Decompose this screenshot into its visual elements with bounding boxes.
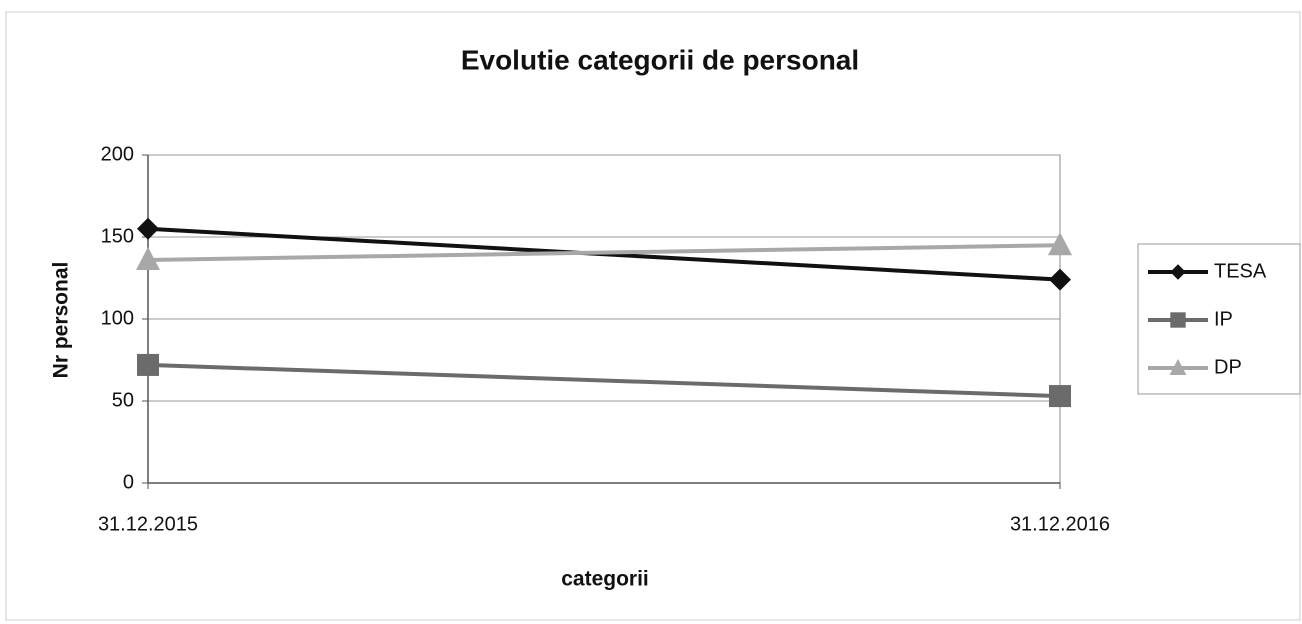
legend-label: TESA bbox=[1214, 260, 1267, 282]
legend-marker bbox=[1170, 312, 1186, 328]
y-tick-label: 150 bbox=[101, 225, 134, 247]
legend-label: DP bbox=[1214, 356, 1242, 378]
data-point bbox=[1049, 385, 1071, 408]
y-tick-label: 100 bbox=[101, 307, 134, 329]
y-tick-label: 200 bbox=[101, 143, 134, 165]
series-line bbox=[147, 362, 1061, 399]
data-point bbox=[136, 246, 160, 270]
legend-label: IP bbox=[1214, 308, 1233, 330]
x-axis-title: categorii bbox=[561, 568, 649, 591]
chart-title: Evolutie categorii de personal bbox=[461, 44, 859, 75]
data-point bbox=[137, 217, 159, 240]
y-axis-title: Nr personal bbox=[50, 262, 73, 379]
series-line bbox=[147, 243, 1061, 262]
y-tick-label: 0 bbox=[123, 471, 134, 493]
x-tick-label: 31.12.2016 bbox=[1010, 513, 1110, 535]
data-point bbox=[1049, 268, 1071, 291]
y-tick-label: 50 bbox=[112, 389, 134, 411]
data-point bbox=[1048, 232, 1072, 256]
data-point bbox=[137, 353, 159, 376]
legend-marker bbox=[1170, 264, 1186, 280]
legend-marker bbox=[1169, 358, 1187, 375]
x-tick-label: 31.12.2015 bbox=[98, 513, 198, 535]
